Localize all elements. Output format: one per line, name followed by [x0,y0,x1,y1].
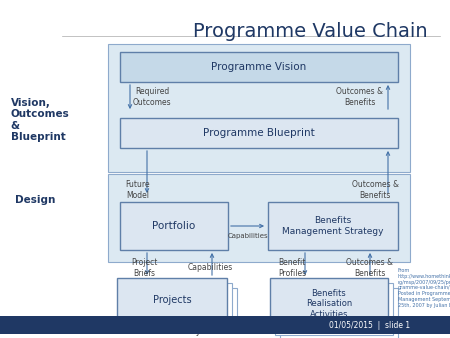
Bar [127,288,237,332]
Text: Capabilities: Capabilities [187,264,233,272]
Text: Outcomes &
Benefits: Outcomes & Benefits [351,180,399,200]
Bar [270,278,388,330]
Bar [120,52,398,82]
Bar [122,283,232,327]
Bar [268,202,398,250]
Text: Programme Blueprint: Programme Blueprint [203,128,315,138]
Text: 01/05/2015  |  slide 1: 01/05/2015 | slide 1 [329,320,410,330]
Bar [120,118,398,148]
Text: Benefits
Management Strategy: Benefits Management Strategy [282,216,384,236]
Text: Design: Design [15,195,55,205]
Bar [108,44,410,172]
Text: Project
Briefs: Project Briefs [131,258,157,278]
Bar [280,288,398,338]
Text: Programme Value Chain: Programme Value Chain [193,22,428,41]
Text: Programme Vision: Programme Vision [212,62,306,72]
Bar [0,316,450,334]
Text: Vision,
Outcomes
&
Blueprint: Vision, Outcomes & Blueprint [11,98,69,142]
Bar [120,202,228,250]
Text: Future
Model: Future Model [126,180,150,200]
Text: Outcomes &
Benefits: Outcomes & Benefits [346,258,393,278]
Text: Benefits
Realisation
Activities: Benefits Realisation Activities [306,289,352,319]
Text: Portfolio: Portfolio [153,221,196,231]
Text: Required
Outcomes: Required Outcomes [133,87,171,107]
Text: Benefit
Profiles: Benefit Profiles [278,258,306,278]
Bar [275,283,393,335]
Text: © Julian Elve 2007: © Julian Elve 2007 [186,328,264,337]
Bar [108,174,410,262]
Text: Projects: Projects [153,295,191,305]
Text: Outcomes &
Benefits: Outcomes & Benefits [337,87,383,107]
Text: Capabilities: Capabilities [228,233,268,239]
Bar [117,278,227,322]
Text: From
http://www.homethink.o
rg/msp/2007/09/25/pro
gramme-value-chain/
Posted in : From http://www.homethink.o rg/msp/2007/… [398,268,450,308]
